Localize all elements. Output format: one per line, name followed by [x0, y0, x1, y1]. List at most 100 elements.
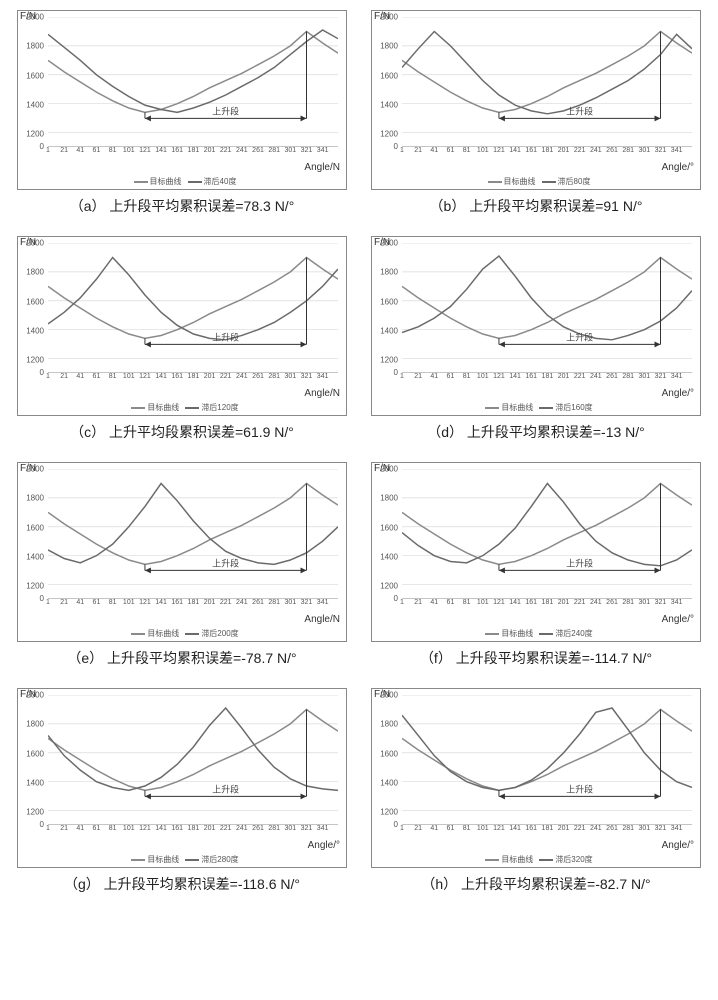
y-tick: 0 — [394, 142, 398, 151]
panel-caption: （b） 上升段平均累积误差=91 N/° — [430, 196, 643, 216]
x-ticks: 1214161811011211411611812012212412612813… — [48, 599, 338, 611]
x-tick: 261 — [252, 373, 264, 380]
x-tick: 161 — [525, 825, 537, 832]
x-tick: 201 — [558, 825, 570, 832]
lag-curve — [48, 483, 338, 564]
x-tick: 241 — [590, 599, 602, 606]
panel-caption: （c） 上升平均段累积误差=61.9 N/° — [70, 422, 294, 442]
chart-panel-c: F/N012001400160018002000上升段1214161811011… — [10, 236, 354, 442]
x-tick: 21 — [414, 825, 422, 832]
y-tick: 1200 — [380, 582, 398, 591]
y-ticks: 012001400160018002000 — [18, 17, 46, 147]
x-tick: 181 — [188, 147, 200, 154]
target-curve — [402, 709, 692, 790]
y-tick: 1600 — [380, 71, 398, 80]
y-tick: 1200 — [26, 130, 44, 139]
x-tick: 301 — [284, 599, 296, 606]
x-tick: 321 — [301, 373, 313, 380]
x-tick: 241 — [236, 373, 248, 380]
rising-label: 上升段 — [212, 331, 239, 342]
lag-curve — [402, 31, 692, 113]
x-tick: 81 — [109, 825, 117, 832]
chart-panel-a: F/N012001400160018002000上升段1214161811011… — [10, 10, 354, 216]
x-tick: 201 — [204, 599, 216, 606]
x-tick: 121 — [139, 825, 151, 832]
x-tick: 181 — [542, 599, 554, 606]
x-tick: 141 — [155, 825, 167, 832]
x-tick: 161 — [171, 599, 183, 606]
y-tick: 1800 — [380, 720, 398, 729]
x-tick: 61 — [93, 599, 101, 606]
x-tick: 281 — [622, 825, 634, 832]
y-tick: 0 — [394, 820, 398, 829]
x-tick: 61 — [447, 373, 455, 380]
y-tick: 0 — [40, 594, 44, 603]
x-tick: 301 — [284, 825, 296, 832]
x-tick: 81 — [109, 599, 117, 606]
rising-label: 上升段 — [566, 783, 593, 794]
y-tick: 1400 — [380, 779, 398, 788]
x-tick: 141 — [509, 373, 521, 380]
legend-lag: 滞后240度 — [555, 629, 592, 638]
x-tick: 1 — [400, 825, 404, 832]
y-tick: 1200 — [26, 582, 44, 591]
x-tick: 341 — [671, 373, 683, 380]
legend: 目标曲线 滞后280度 — [18, 854, 346, 865]
legend-target: 目标曲线 — [150, 177, 182, 186]
x-tick: 121 — [139, 147, 151, 154]
y-tick: 1400 — [26, 101, 44, 110]
x-tick: 21 — [414, 599, 422, 606]
x-tick: 161 — [171, 825, 183, 832]
x-axis-label: Angle/N — [304, 162, 340, 173]
y-tick: 0 — [394, 594, 398, 603]
y-tick: 1400 — [26, 553, 44, 562]
x-axis-label: Angle/° — [662, 162, 694, 173]
legend-target: 目标曲线 — [147, 403, 179, 412]
x-tick: 41 — [76, 825, 84, 832]
x-tick: 241 — [590, 147, 602, 154]
x-ticks: 1214161811011211411611812012212412612813… — [402, 825, 692, 837]
x-tick: 41 — [430, 373, 438, 380]
y-tick: 1400 — [26, 327, 44, 336]
x-tick: 221 — [220, 373, 232, 380]
legend-lag: 滞后280度 — [201, 855, 238, 864]
x-tick: 321 — [301, 825, 313, 832]
panel-caption: （h） 上升段平均累积误差=-82.7 N/° — [421, 874, 650, 894]
panel-caption: （g） 上升段平均累积误差=-118.6 N/° — [64, 874, 300, 894]
x-axis-label: Angle/° — [662, 840, 694, 851]
y-tick: 1400 — [380, 553, 398, 562]
x-tick: 181 — [542, 373, 554, 380]
plot-area: 上升段 — [402, 243, 692, 373]
legend-lag: 滞后40度 — [204, 177, 237, 186]
x-tick: 181 — [188, 599, 200, 606]
y-tick: 1800 — [380, 42, 398, 51]
y-tick: 1200 — [26, 356, 44, 365]
x-tick: 61 — [447, 599, 455, 606]
x-tick: 1 — [46, 599, 50, 606]
chart-box: F/N012001400160018002000上升段1214161811011… — [17, 236, 347, 416]
x-tick: 341 — [317, 599, 329, 606]
x-tick: 301 — [638, 373, 650, 380]
legend-lag: 滞后120度 — [201, 403, 238, 412]
y-ticks: 012001400160018002000 — [372, 469, 400, 599]
y-tick: 1600 — [380, 523, 398, 532]
legend-target: 目标曲线 — [147, 855, 179, 864]
x-tick: 41 — [430, 825, 438, 832]
y-tick: 1800 — [380, 494, 398, 503]
rising-label: 上升段 — [566, 331, 593, 342]
x-tick: 181 — [542, 825, 554, 832]
x-tick: 221 — [220, 147, 232, 154]
x-tick: 281 — [268, 599, 280, 606]
x-tick: 101 — [123, 825, 135, 832]
panel-caption: （e） 上升段平均累积误差=-78.7 N/° — [67, 648, 296, 668]
panel-caption: （a） 上升段平均累积误差=78.3 N/° — [70, 196, 295, 216]
legend-target: 目标曲线 — [501, 403, 533, 412]
target-curve — [48, 483, 338, 564]
x-tick: 281 — [622, 373, 634, 380]
x-tick: 261 — [252, 825, 264, 832]
x-tick: 281 — [622, 147, 634, 154]
rising-label: 上升段 — [566, 557, 593, 568]
x-tick: 1 — [400, 373, 404, 380]
x-tick: 141 — [155, 373, 167, 380]
target-curve — [402, 483, 692, 564]
